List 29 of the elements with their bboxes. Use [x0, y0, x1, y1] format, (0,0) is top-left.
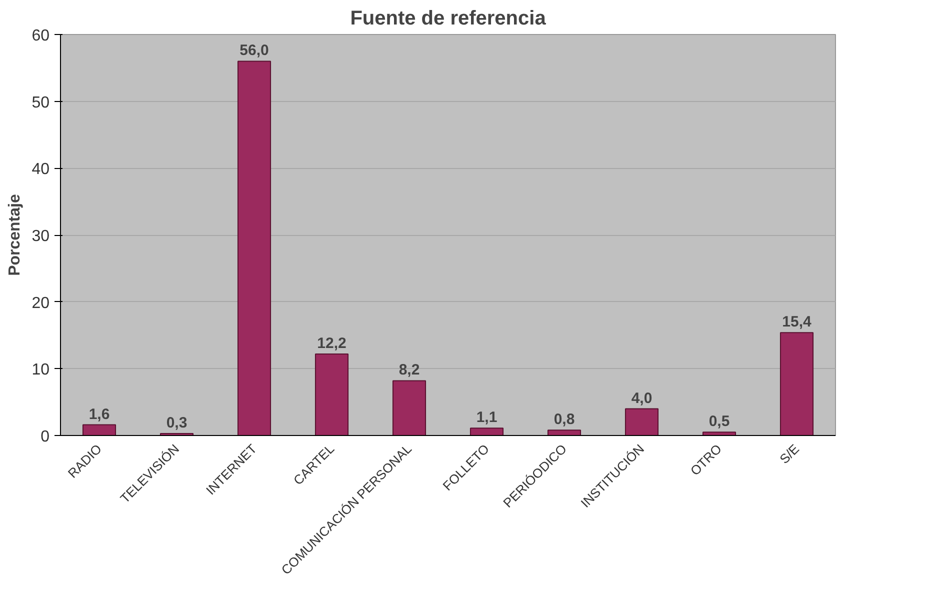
- chart-title: Fuente de referencia: [350, 8, 547, 30]
- data-label: 8,2: [398, 362, 420, 379]
- data-label: 1,1: [476, 409, 498, 426]
- bar: [702, 432, 736, 436]
- y-tick-label: 10: [32, 362, 50, 379]
- y-axis-title: Porcentaje: [6, 194, 24, 276]
- y-tick-label: 40: [32, 161, 50, 178]
- bar: [624, 408, 659, 436]
- y-tick-label: 20: [32, 294, 50, 312]
- data-label: 12,2: [317, 334, 346, 352]
- data-label: 4,0: [631, 390, 652, 407]
- bar: [547, 430, 582, 436]
- y-tick-label: 50: [32, 94, 50, 112]
- data-label: 0,5: [708, 413, 730, 430]
- bar: [392, 380, 426, 436]
- data-label: 1,6: [88, 406, 110, 423]
- data-label: 0,8: [554, 411, 575, 428]
- bar: [470, 428, 504, 436]
- data-label: 56,0: [240, 42, 269, 60]
- bar: [314, 353, 349, 436]
- bar: [237, 60, 272, 436]
- x-tick-label: S/E: [776, 440, 802, 467]
- bar: [82, 424, 116, 436]
- y-tick-label: 30: [32, 228, 50, 245]
- data-label: 0,3: [166, 414, 188, 432]
- bar: [780, 332, 814, 436]
- y-tick-label: 0: [40, 428, 50, 446]
- y-tick-label: 60: [32, 28, 50, 44]
- data-label: 15,4: [782, 314, 812, 331]
